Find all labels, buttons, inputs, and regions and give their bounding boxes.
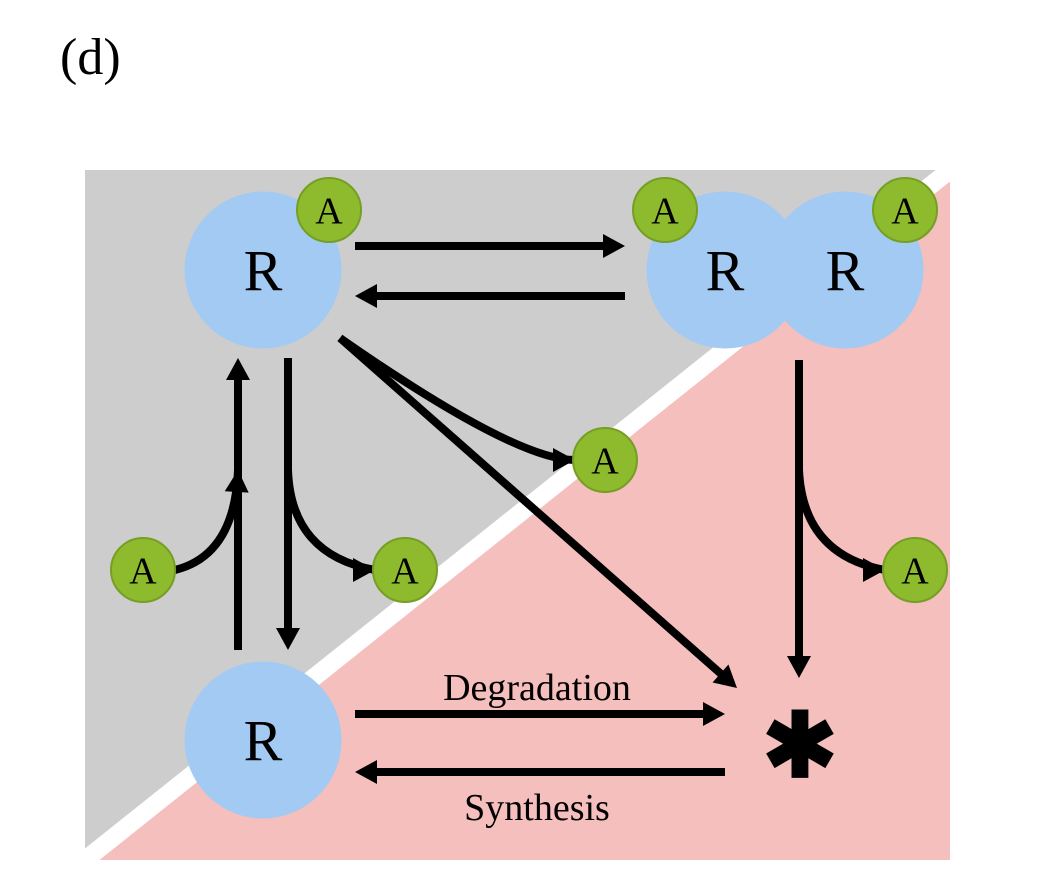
node-R-label: R xyxy=(826,238,865,303)
node-star: ✱ xyxy=(762,698,837,797)
node-A-label: A xyxy=(901,550,929,592)
node-A-label: A xyxy=(391,550,419,592)
reaction-diagram: RRRRAAAAAAA✱DegradationSynthesis xyxy=(85,170,950,860)
node-A-label: A xyxy=(129,550,157,592)
node-A-label: A xyxy=(891,190,919,232)
node-A-label: A xyxy=(651,190,679,232)
edge-label: Synthesis xyxy=(464,787,610,829)
node-R-label: R xyxy=(706,238,745,303)
node-R-label: R xyxy=(244,708,283,773)
panel-label: (d) xyxy=(60,28,121,87)
node-R-label: R xyxy=(244,238,283,303)
node-A-label: A xyxy=(315,190,343,232)
node-A-label: A xyxy=(591,440,619,482)
edge-label: Degradation xyxy=(443,667,631,709)
